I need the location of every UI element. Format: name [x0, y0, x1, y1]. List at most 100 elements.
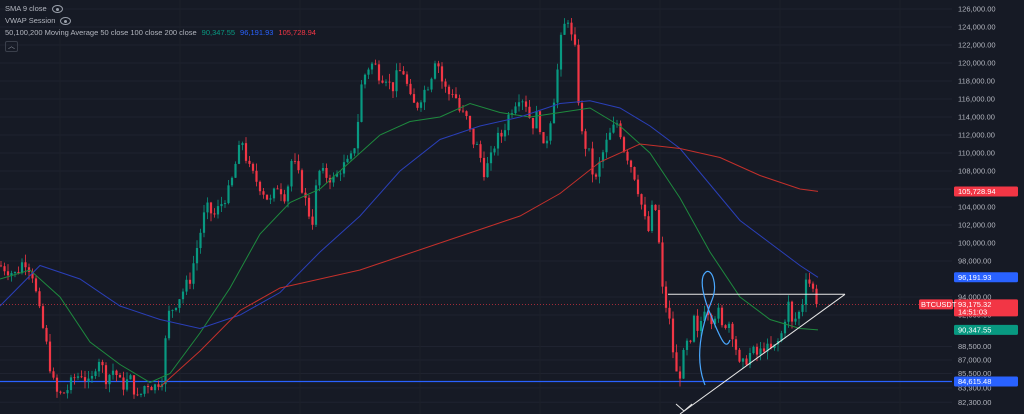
candle-body — [594, 174, 598, 177]
candle-body — [717, 307, 720, 319]
candle-body — [500, 132, 503, 137]
candle-body — [633, 167, 636, 180]
triangle-rising-line[interactable] — [679, 293, 846, 414]
candle-body — [269, 198, 272, 200]
candle-body — [804, 279, 808, 305]
candle-body — [801, 304, 804, 312]
candle-body — [752, 346, 755, 354]
price-tag-label: 93,175.32 — [958, 300, 991, 309]
eye-icon[interactable] — [60, 17, 72, 25]
symbol-tag — [919, 299, 953, 310]
candle-body — [244, 143, 248, 161]
candle-body — [311, 216, 314, 225]
price-tag-countdown: 14:51:03 — [958, 307, 987, 316]
y-tick-label: 87,000.00 — [958, 356, 991, 365]
candle-body — [136, 394, 139, 396]
candle-body — [451, 94, 454, 95]
candle-body — [678, 371, 682, 379]
candle-body — [108, 374, 111, 385]
moving-average-lines — [0, 100, 819, 388]
candle-body — [409, 83, 412, 95]
candle-body — [52, 371, 55, 378]
y-tick-label: 122,000.00 — [958, 41, 996, 50]
candle-body — [335, 173, 339, 177]
candle-body — [220, 204, 223, 207]
candle-body — [419, 102, 423, 108]
candle-body — [668, 307, 671, 319]
candle-body — [199, 232, 202, 249]
freehand-curve[interactable] — [699, 270, 731, 386]
eye-icon[interactable] — [51, 5, 63, 13]
candle-body — [528, 106, 531, 118]
symbol-tag-label: BTCUSDT — [921, 300, 957, 309]
arrow-down-icon — [675, 403, 685, 412]
candle-body — [118, 375, 122, 378]
candle-body — [265, 194, 269, 200]
candle-body — [808, 279, 811, 284]
candle-body — [0, 265, 3, 267]
candle-body — [612, 124, 615, 133]
candle-body — [661, 242, 664, 287]
chevron-up-icon[interactable]: ︿ — [5, 41, 18, 52]
candle-body — [213, 213, 216, 215]
legend-sma[interactable]: SMA 9 close — [5, 3, 316, 15]
legend-sma-label: SMA 9 close — [5, 4, 47, 13]
candle-body — [734, 339, 738, 350]
candle-body — [437, 63, 440, 67]
candle-body — [465, 111, 468, 117]
candle-body — [27, 267, 31, 272]
candle-body — [223, 203, 227, 205]
candle-body — [692, 315, 696, 342]
candle-body — [241, 143, 244, 145]
candle-body — [636, 179, 640, 195]
legend-vwap[interactable]: VWAP Session — [5, 15, 316, 27]
legend-ma[interactable]: 50,100,200 Moving Average 50 close 100 c… — [5, 27, 316, 39]
candle-body — [489, 152, 493, 164]
horizontal-lines — [0, 304, 952, 383]
candle-body — [363, 74, 367, 85]
y-tick-label: 98,000.00 — [958, 257, 991, 266]
ma100-line[interactable] — [0, 100, 819, 330]
price-axis[interactable]: 126,000.00 124,000.00 122,000.00 120,000.00… — [958, 5, 996, 407]
candle-body — [748, 353, 752, 365]
candle-body — [237, 144, 241, 164]
candle-body — [703, 311, 706, 321]
candle-body — [377, 64, 381, 81]
candle-body — [503, 130, 507, 137]
price-tag — [954, 324, 1018, 335]
candle-body — [146, 386, 150, 388]
candle-body — [122, 377, 125, 390]
y-tick-label: 112,000.00 — [958, 131, 995, 140]
candle-body — [55, 377, 59, 392]
candle-body — [314, 185, 318, 225]
candle-body — [629, 160, 633, 168]
price-tag-label: 96,191.93 — [958, 273, 991, 282]
candle-body — [426, 89, 430, 91]
candlestick-series — [0, 17, 818, 399]
candle-body — [622, 137, 626, 152]
ma200-line[interactable] — [159, 143, 819, 388]
candle-body — [591, 148, 594, 175]
candle-body — [391, 82, 395, 92]
candle-body — [3, 266, 6, 272]
candle-body — [797, 311, 801, 319]
candle-body — [115, 370, 118, 376]
y-tick-label: 100,000.00 — [958, 239, 996, 248]
candle-body — [605, 139, 608, 153]
candle-body — [216, 206, 220, 215]
candle-body — [762, 348, 766, 352]
candle-body — [374, 63, 377, 65]
y-tick-label: 104,000.00 — [958, 203, 996, 212]
y-tick-label: 116,000.00 — [958, 95, 995, 104]
candle-body — [479, 144, 482, 158]
candle-body — [45, 327, 48, 342]
candle-body — [675, 352, 678, 372]
y-tick-label: 82,300.00 — [958, 398, 991, 407]
candle-body — [164, 338, 167, 385]
candle-body — [104, 365, 108, 385]
candle-body — [384, 81, 388, 83]
candle-body — [416, 102, 419, 108]
candle-body — [59, 391, 62, 393]
ma50-line[interactable] — [0, 102, 819, 384]
